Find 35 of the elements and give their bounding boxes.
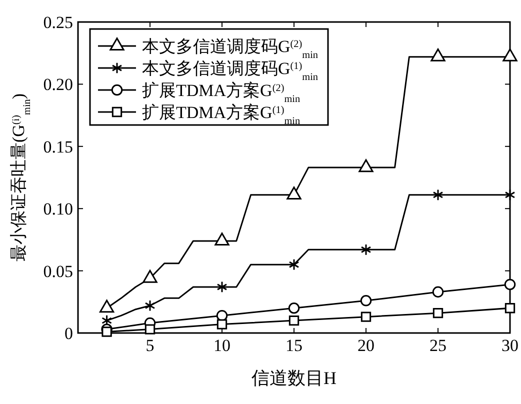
point [288,258,300,271]
point [360,312,372,322]
x-tick-label: 15 [286,336,302,355]
point [144,300,156,312]
point [432,286,444,298]
point [430,48,446,62]
point [102,326,112,337]
y-tick-label: 0.20 [43,75,73,94]
point [144,324,156,334]
y-tick-label: 0 [64,324,73,343]
point [358,159,374,172]
point [286,186,302,200]
x-tick-label: 25 [430,336,446,355]
point [432,308,444,318]
y-tick-label: 0.10 [43,200,73,219]
point [216,319,228,330]
point [432,188,444,201]
x-tick-label: 5 [146,336,154,355]
point [288,302,300,314]
point [504,278,516,290]
y-tick-label: 0.15 [43,137,73,156]
y-tick-label: 0.25 [43,13,73,32]
point [288,315,300,326]
x-tick-label: 10 [214,336,230,355]
point [216,281,228,293]
x-tick-label: 30 [502,336,518,355]
y-tick-label: 0.05 [43,262,73,281]
point [214,232,230,246]
point [360,295,372,306]
point [504,303,516,314]
point [360,244,372,256]
x-axis-title: 信道数目H [252,368,336,388]
point [504,188,516,201]
point [502,48,518,62]
x-tick-label: 20 [358,336,374,355]
